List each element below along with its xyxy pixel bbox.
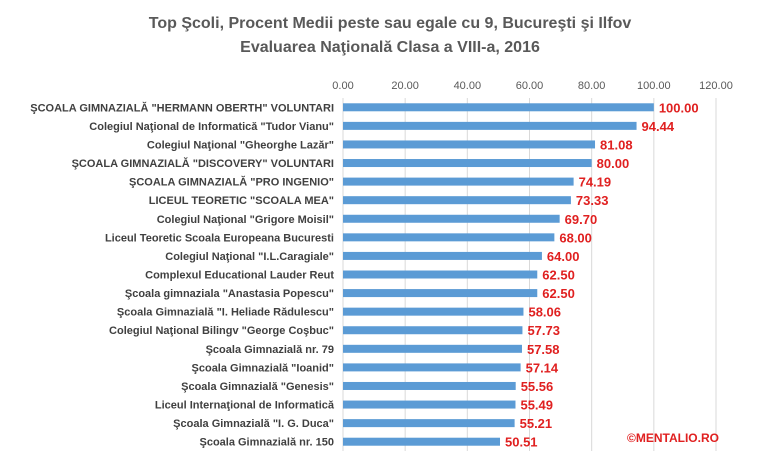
category-label: Şcoala Gimnazială nr. 150 — [199, 437, 334, 449]
bar — [343, 419, 515, 428]
data-label: 100.00 — [659, 100, 699, 115]
category-label: Liceul Teoretic Scoala Europeana Bucures… — [105, 232, 334, 244]
data-label: 64.00 — [547, 249, 580, 264]
data-label: 58.06 — [528, 305, 561, 320]
data-label: 57.14 — [526, 360, 559, 375]
category-label: ŞCOALA GIMNAZIALĂ "PRO INGENIO" — [129, 176, 334, 189]
category-label: Şcoala Gimnazială "Ioanid" — [192, 362, 334, 374]
category-label: Colegiul Naţional "I.L.Caragiale" — [165, 251, 334, 263]
data-label: 94.44 — [642, 119, 675, 134]
bar — [343, 196, 571, 205]
bar — [343, 289, 538, 298]
bar — [343, 381, 516, 390]
bar — [343, 326, 523, 335]
data-label: 57.58 — [527, 342, 560, 357]
x-tick-label: 40.00 — [454, 80, 482, 92]
x-axis-ticks: 0.00 20.00 40.00 60.00 80.00 100.00 120.00 — [332, 80, 733, 92]
chart-title-line-2: Evaluarea Naţională Clasa a VIII-a, 2016 — [240, 39, 540, 56]
data-label: 74.19 — [579, 175, 612, 190]
x-tick-label: 60.00 — [516, 80, 544, 92]
category-label: Complexul Educational Lauder Reut — [145, 270, 334, 282]
data-label: 80.00 — [597, 156, 630, 171]
x-tick-label: 20.00 — [391, 80, 419, 92]
data-label: 55.21 — [520, 416, 553, 431]
data-label: 62.50 — [542, 268, 575, 283]
bar — [343, 159, 592, 168]
data-label: 81.08 — [600, 137, 633, 152]
bar — [343, 363, 521, 372]
bar — [343, 233, 555, 242]
category-label: Şcoala Gimnazială "I. G. Duca" — [173, 418, 334, 430]
bar — [343, 103, 654, 112]
data-label: 73.33 — [576, 193, 609, 208]
category-label: LICEUL TEORETIC "SCOALA MEA" — [149, 195, 334, 207]
x-tick-label: 120.00 — [699, 80, 733, 92]
bar — [343, 437, 501, 446]
data-label: 55.56 — [521, 379, 554, 394]
data-label: 62.50 — [542, 286, 575, 301]
data-label: 57.73 — [527, 323, 560, 338]
category-label: Colegiul Naţional "Grigore Moisil" — [157, 214, 334, 226]
data-label: 50.51 — [505, 435, 538, 450]
bar — [343, 270, 538, 279]
data-label: 55.49 — [520, 398, 553, 413]
bars — [343, 103, 654, 446]
bar — [343, 121, 637, 130]
bar — [343, 251, 542, 260]
category-label: Şcoala Gimnazială nr. 79 — [206, 344, 334, 356]
category-label: ŞCOALA GIMNAZIALĂ "DISCOVERY" VOLUNTARI — [72, 157, 334, 170]
bar — [343, 140, 596, 149]
category-label: Colegiul Naţional "Gheorghe Lazăr" — [147, 139, 334, 151]
x-tick-label: 100.00 — [637, 80, 671, 92]
chart-title-line-1: Top Şcoli, Procent Medii peste sau egale… — [149, 15, 632, 32]
bar — [343, 177, 574, 186]
category-label: Colegiul Naţional de Informatică "Tudor … — [89, 121, 334, 133]
category-label: Şcoala Gimnazială "I. Heliade Rădulescu" — [117, 307, 334, 319]
bar — [343, 307, 524, 316]
credit-text: ©MENTALIO.RO — [627, 431, 719, 445]
x-tick-label: 80.00 — [578, 80, 606, 92]
bar — [343, 400, 516, 409]
category-label: Şcoala Gimnazială "Genesis" — [181, 381, 334, 393]
data-label: 68.00 — [559, 230, 592, 245]
category-label: Şcoala gimnaziala "Anastasia Popescu" — [125, 288, 334, 300]
data-labels: 100.00 94.44 81.08 80.00 74.19 73.33 69.70 68.0… — [505, 100, 699, 449]
category-labels: ŞCOALA GIMNAZIALĂ "HERMANN OBERTH" VOLUN… — [30, 101, 335, 448]
category-label: Colegiul Naţional Bilingv "George Coşbuc… — [109, 325, 334, 337]
data-label: 69.70 — [565, 212, 598, 227]
bar — [343, 344, 522, 353]
x-tick-label: 0.00 — [332, 80, 353, 92]
category-label: ŞCOALA GIMNAZIALĂ "HERMANN OBERTH" VOLUN… — [30, 101, 334, 114]
category-label: Liceul Internaţional de Informatică — [155, 400, 335, 412]
bar — [343, 214, 560, 223]
